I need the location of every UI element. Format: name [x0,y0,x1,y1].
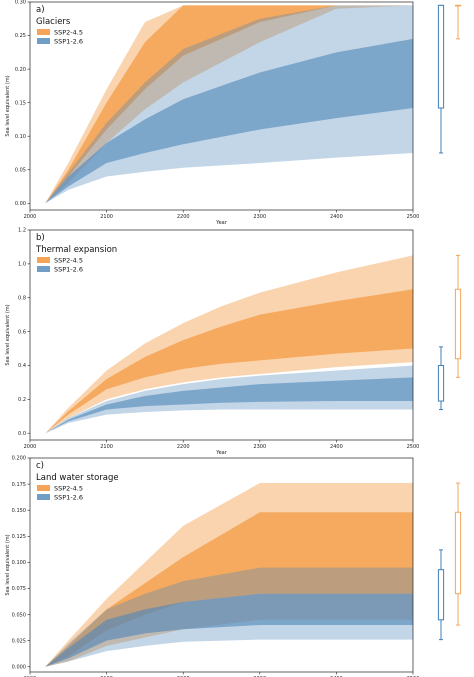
boxplot-ssp126 [437,4,445,154]
y-tick-label: 0.050 [12,612,26,618]
boxplot-ssp245 [454,4,462,40]
y-tick-label: 0.25 [15,33,26,39]
band-ssp245-inner [45,5,413,204]
boxplot-ssp245 [454,254,462,378]
x-tick-label: 2400 [330,444,343,450]
panel-title: Land water storage [36,473,119,483]
box-body [437,4,445,109]
x-tick-label: 2500 [407,444,420,450]
y-tick-label: 0.30 [15,0,26,6]
y-tick-label: 0.20 [15,67,26,73]
band-ssp126-inner [45,38,413,204]
y-tick-label: 0.075 [12,586,26,592]
x-tick-label: 2200 [177,444,190,450]
x-tick-label: 2400 [330,214,343,220]
legend-label-ssp245: SSP2-4.5 [54,29,83,37]
y-tick-label: 0.2 [18,397,26,403]
axes-frame [29,1,414,211]
legend-label-ssp126: SSP1-2.6 [54,38,83,46]
legend-swatch-ssp245 [37,29,50,35]
legend-label-ssp126: SSP1-2.6 [54,266,83,274]
x-axis-label: Year [215,450,228,456]
panel-2: 2000 2100 2200 2300 2400 2500 0.0 0.2 0.4 0.6 0.8 1… [5,228,462,456]
band-ssp126-inner [45,377,413,434]
box-body [454,511,462,595]
y-tick-label: 1.2 [18,228,26,234]
x-tick-label: 2000 [24,444,37,450]
y-tick-label: 0.175 [12,482,26,488]
x-axis-label: Year [215,220,228,226]
axes-frame [29,229,414,441]
y-tick-label: 0.05 [15,167,26,173]
band-ssp245-inner [45,512,413,667]
legend-label-ssp126: SSP1-2.6 [54,494,83,502]
panel-letter: b) [36,233,45,243]
legend-swatch-ssp126 [37,38,50,44]
y-tick-label: 0.15 [15,100,26,106]
legend-label-ssp245: SSP2-4.5 [54,485,83,493]
x-tick-label: 2100 [100,214,113,220]
y-axis-label: Sea level equivalent (m) [5,75,11,136]
legend-label-ssp245: SSP2-4.5 [54,257,83,265]
y-tick-label: 0.0 [18,431,26,437]
y-tick-label: 0.200 [12,456,26,462]
x-tick-label: 2300 [253,214,266,220]
panel-letter: c) [36,461,44,471]
panel-title: Thermal expansion [35,245,117,255]
y-tick-label: 0.10 [15,134,26,140]
band-ssp126-inner [45,593,413,667]
x-tick-label: 2300 [253,444,266,450]
y-tick-label: 0.6 [18,329,26,335]
x-tick-label: 2100 [100,444,113,450]
x-tick-label: 2000 [24,214,37,220]
box-body [454,288,462,360]
x-tick-label: 2200 [177,214,190,220]
y-axis-label: Sea level equivalent (m) [5,304,11,365]
y-tick-label: 0.00 [15,201,26,207]
y-tick-label: 0.000 [12,664,26,670]
legend-swatch-ssp126 [37,266,50,272]
band-ssp245-inner [45,289,413,434]
legend-swatch-ssp245 [37,257,50,263]
y-axis-label: Sea level equivalent (m) [5,534,11,595]
y-tick-label: 0.100 [12,560,26,566]
axes-frame [29,457,414,673]
y-tick-label: 0.4 [18,363,26,369]
panel-1: 2000 2100 2200 2300 2400 2500 0.00 0.05 0.10 0.15… [5,0,462,226]
y-tick-label: 0.150 [12,508,26,514]
panel-3: 2000210022002300240025000.0000.0250.0500… [5,456,462,677]
boxplot-ssp245 [454,482,462,626]
boxplot-ssp126 [437,346,445,411]
boxplot-ssp126 [437,549,445,641]
box-body [454,4,462,7]
y-tick-label: 0.025 [12,638,26,644]
y-tick-label: 0.125 [12,534,26,540]
legend-swatch-ssp245 [37,485,50,491]
box-body [437,569,445,621]
legend-swatch-ssp126 [37,494,50,500]
y-tick-label: 1.0 [18,262,26,268]
y-tick-label: 0.8 [18,295,26,301]
box-body [437,364,445,402]
panel-letter: a) [36,5,45,15]
x-tick-label: 2500 [407,214,420,220]
panel-title: Glaciers [36,17,71,27]
